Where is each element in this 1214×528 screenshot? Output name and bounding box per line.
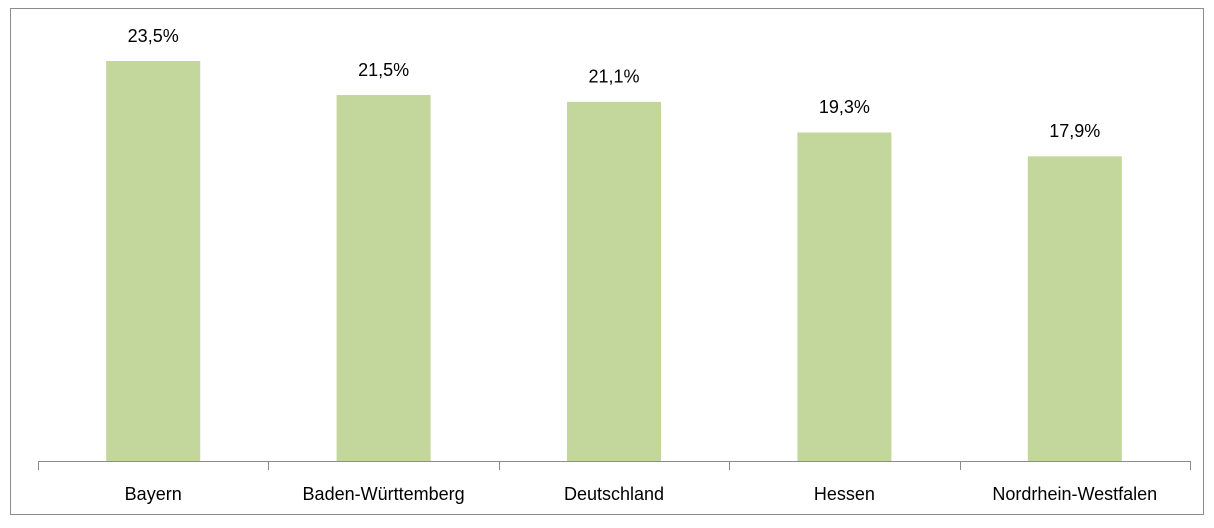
data-label: 23,5% [128, 26, 179, 46]
data-label: 19,3% [819, 97, 870, 117]
data-label: 21,5% [358, 60, 409, 80]
x-tick-label: Deutschland [564, 484, 664, 504]
x-tick-label: Hessen [814, 484, 875, 504]
x-tick-label: Baden-Württemberg [303, 484, 465, 504]
x-tick-label: Bayern [125, 484, 182, 504]
bar [336, 95, 431, 462]
data-label: 17,9% [1049, 121, 1100, 141]
bar [567, 101, 661, 461]
data-label: 21,1% [588, 67, 639, 87]
bar [1027, 156, 1122, 461]
bar [106, 61, 201, 461]
bar [797, 132, 892, 461]
x-tick-label: Nordrhein-Westfalen [992, 484, 1157, 504]
